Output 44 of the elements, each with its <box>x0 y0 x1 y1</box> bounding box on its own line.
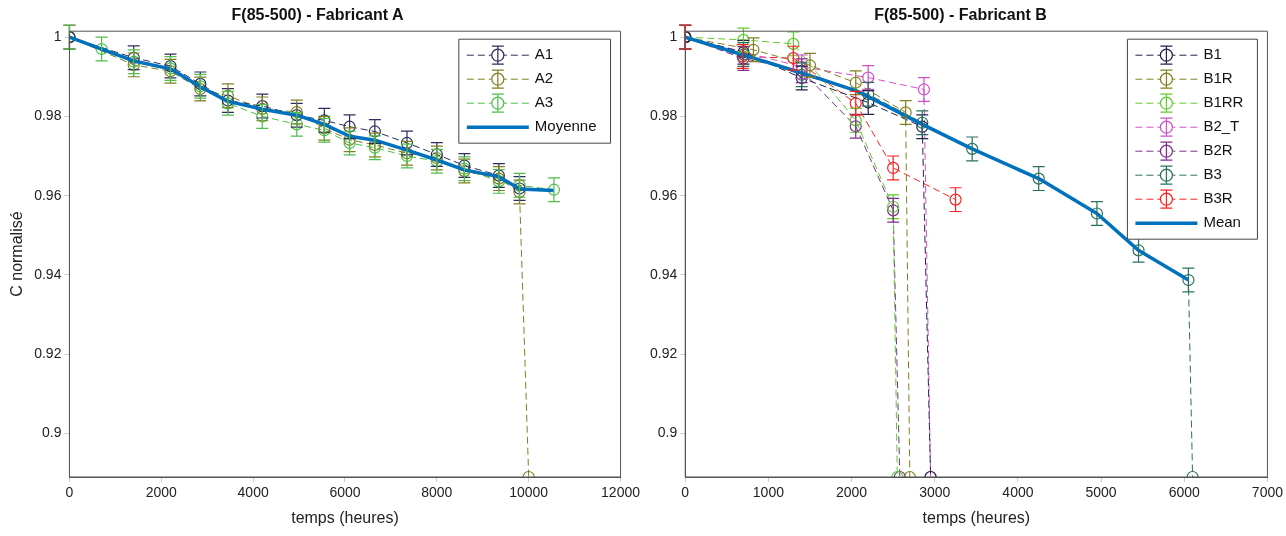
chart-title: F(85-500) - Fabricant B <box>874 6 1047 24</box>
x-tick-label: 5000 <box>1085 484 1117 501</box>
chart-title: F(85-500) - Fabricant A <box>231 6 404 24</box>
y-tick-label: 0.9 <box>657 424 678 441</box>
x-tick-label: 0 <box>65 484 74 501</box>
y-axis-title: C normalisé <box>8 211 26 297</box>
legend-label: B1R <box>1203 69 1233 87</box>
x-tick-label: 2000 <box>145 484 178 501</box>
legend-label: B1 <box>1203 45 1222 63</box>
y-tick-label: 0.92 <box>34 345 62 362</box>
x-tick-label: 10000 <box>509 484 549 501</box>
y-tick-label: 0.9 <box>41 424 62 441</box>
y-tick-label: 1 <box>53 28 62 44</box>
x-tick-label: 1000 <box>752 484 785 501</box>
y-tick-label: 0.98 <box>34 107 62 124</box>
x-axis-title: temps (heures) <box>291 508 399 526</box>
y-tick-label: 0.94 <box>34 265 62 282</box>
y-tick-label: 0.92 <box>650 345 678 362</box>
legend-label: B2R <box>1203 141 1233 159</box>
y-tick-label: 0.96 <box>650 186 678 203</box>
legend-label: A2 <box>534 69 554 87</box>
y-tick-label: 0.98 <box>650 107 678 124</box>
x-axis-title: temps (heures) <box>922 508 1031 526</box>
x-tick-label: 7000 <box>1251 484 1284 501</box>
y-tick-label: 1 <box>669 28 678 44</box>
x-tick-label: 8000 <box>421 484 453 501</box>
x-tick-label: 6000 <box>1168 484 1201 501</box>
y-tick-label: 0.96 <box>34 186 62 203</box>
legend-label: Mean <box>1203 213 1241 231</box>
x-tick-label: 4000 <box>237 484 269 501</box>
legend-label: B3R <box>1203 189 1233 207</box>
x-tick-label: 4000 <box>1002 484 1034 501</box>
legend-label: B3 <box>1203 165 1222 183</box>
x-tick-label: 2000 <box>836 484 868 501</box>
y-tick-label: 0.94 <box>650 265 678 282</box>
legend-label: A1 <box>534 45 554 63</box>
x-tick-label: 0 <box>681 484 690 501</box>
x-tick-label: 3000 <box>919 484 951 501</box>
legend-label: Moyenne <box>534 117 597 135</box>
legend-label: A3 <box>534 93 554 111</box>
legend-label: B2_T <box>1203 117 1240 135</box>
x-tick-label: 12000 <box>601 484 641 501</box>
x-tick-label: 6000 <box>329 484 361 501</box>
legend-label: B1RR <box>1203 93 1244 111</box>
